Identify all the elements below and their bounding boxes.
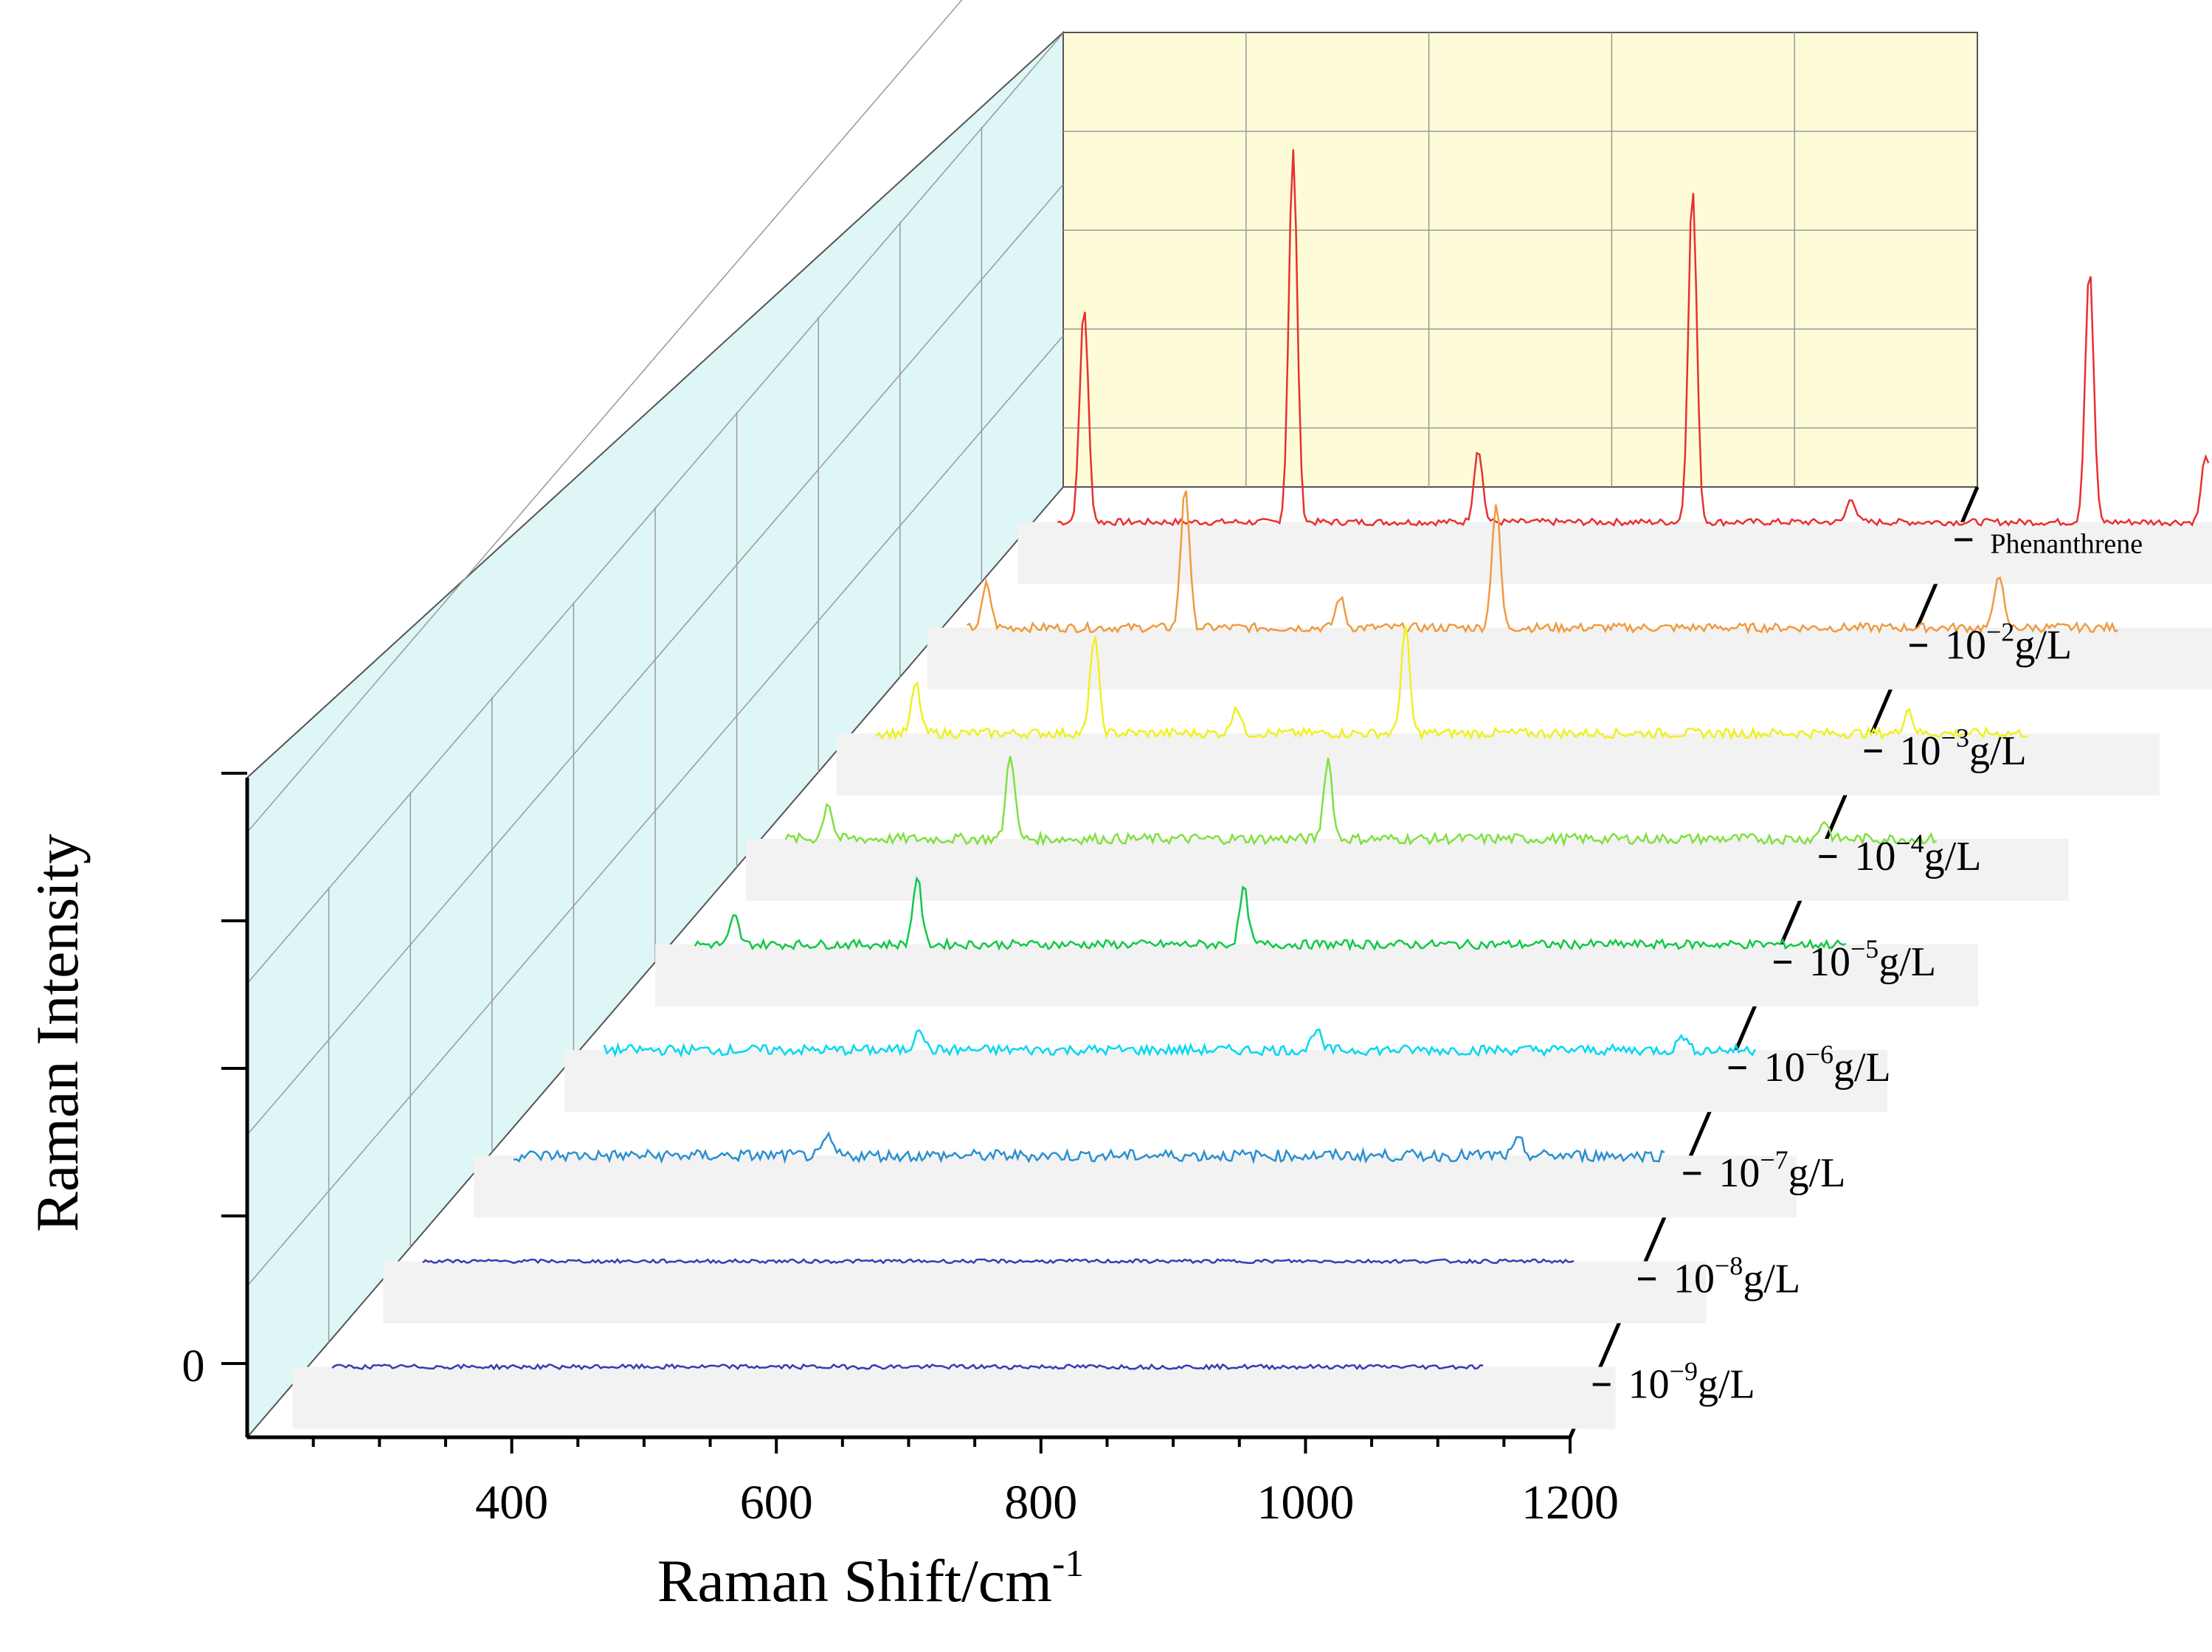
series-label: 10−8g/L [1673,1251,1800,1302]
series-line [694,876,1847,952]
series-line [784,756,1938,848]
series-label: 10−7g/L [1718,1145,1845,1196]
x-axis-title: Raman Shift/cm-1 [657,1543,1085,1614]
y-tick-label: 0 [182,1341,205,1392]
ticks-layer: 400 600 800 1000 1200 0 10−9g/L 10−8g/L 10−7g/L 1… [182,529,2143,1530]
wall-grid-line [246,335,1064,1287]
series-floor [383,1261,1707,1324]
series-line [967,490,2118,635]
wall-grid [246,0,1977,1343]
x-tick-label: 400 [475,1476,548,1530]
series-floor [927,627,2212,690]
wall-grid-line [246,32,1064,984]
series-label: 10−9g/L [1628,1356,1755,1407]
y-axis-title: Raman Intensity [24,834,91,1232]
series-floor [745,838,2069,901]
x-tick-label: 1200 [1521,1476,1619,1530]
series-floor [564,1050,1888,1113]
series-floor [474,1155,1797,1218]
x-tick-label: 800 [1004,1476,1077,1530]
series-label: 10−3g/L [1900,723,2027,774]
wall-grid-line [246,184,1064,1136]
series-floor [292,1366,1616,1429]
series-label: 10−4g/L [1854,829,1981,879]
x-tick-label: 600 [740,1476,813,1530]
series-label: Phenanthrene [1990,529,2143,560]
series-line [875,625,2028,742]
series-floor [836,733,2160,795]
series-label: 10−5g/L [1809,934,1936,985]
series-label: 10−6g/L [1764,1040,1891,1091]
series-layer [292,149,2212,1429]
series-line [422,1257,1575,1265]
wall-grid-line [246,0,963,833]
back-wall [1062,32,1978,488]
series-label: 10−2g/L [1945,618,2072,668]
series-line [331,1363,1484,1371]
series-floor [655,944,1978,1006]
series-floor [1017,522,2212,584]
series-line [513,1131,1665,1165]
x-tick-label: 1000 [1257,1476,1354,1530]
series-line [603,1028,1756,1058]
series-line [1057,149,2210,528]
